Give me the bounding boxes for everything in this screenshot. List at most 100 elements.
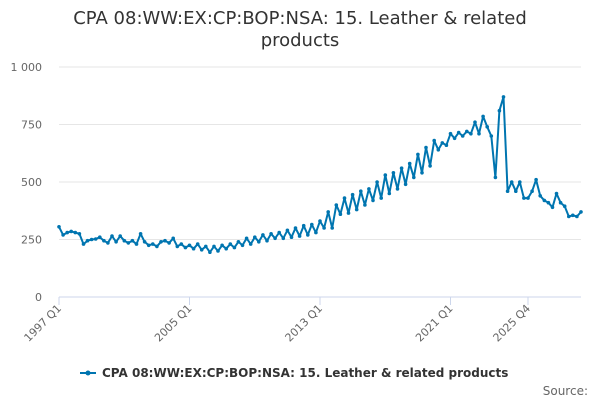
data-point[interactable] [538,194,542,198]
data-point[interactable] [334,203,339,207]
data-point[interactable] [199,248,204,252]
data-point[interactable] [497,108,502,113]
data-point[interactable] [253,235,257,239]
data-point[interactable] [403,182,408,187]
data-point[interactable] [310,222,314,227]
data-point[interactable] [575,214,579,219]
data-point[interactable] [522,196,526,200]
data-point[interactable] [489,134,494,138]
data-point[interactable] [363,203,367,207]
data-point[interactable] [391,171,396,175]
data-point[interactable] [167,241,171,245]
data-point[interactable] [359,189,363,193]
data-point[interactable] [530,189,534,193]
data-point[interactable] [505,189,510,193]
data-point[interactable] [436,148,441,152]
data-point[interactable] [469,131,473,136]
data-point[interactable] [85,238,90,243]
data-point[interactable] [175,244,180,249]
data-point[interactable] [126,241,131,245]
data-point[interactable] [509,180,514,184]
data-point[interactable] [448,131,453,136]
data-point[interactable] [301,223,306,228]
data-point[interactable] [110,234,114,238]
data-point[interactable] [277,230,282,235]
data-point[interactable] [228,242,233,246]
data-point[interactable] [444,143,449,147]
data-point[interactable] [350,192,355,197]
data-point[interactable] [558,200,563,205]
data-point[interactable] [481,114,485,119]
data-point[interactable] [346,211,351,215]
data-point[interactable] [412,175,416,180]
data-point[interactable] [81,242,86,246]
data-point[interactable] [579,210,583,214]
data-point[interactable] [220,243,224,248]
data-point[interactable] [155,244,159,249]
data-point[interactable] [432,138,437,143]
data-point[interactable] [318,219,322,223]
data-point[interactable] [130,238,135,243]
data-point[interactable] [375,180,379,184]
data-point[interactable] [122,238,127,243]
data-point[interactable] [212,244,216,249]
data-point[interactable] [98,235,102,239]
data-point[interactable] [106,241,110,245]
data-point[interactable] [477,131,481,136]
data-point[interactable] [232,245,237,250]
data-point[interactable] [171,236,175,241]
data-point[interactable] [420,171,424,175]
data-point[interactable] [191,246,196,251]
data-point[interactable] [546,200,551,205]
data-point[interactable] [208,250,212,254]
data-point[interactable] [163,238,167,243]
data-point[interactable] [273,236,277,241]
data-point[interactable] [65,230,69,235]
data-point[interactable] [473,120,477,124]
data-point[interactable] [281,236,286,241]
data-point[interactable] [542,198,547,203]
data-point[interactable] [265,238,269,243]
data-point[interactable] [314,230,318,235]
data-point[interactable] [330,226,335,230]
data-point[interactable] [204,244,208,249]
data-point[interactable] [102,238,106,243]
data-point[interactable] [57,225,61,229]
data-point[interactable] [138,232,143,236]
data-point[interactable] [285,228,290,233]
data-point[interactable] [289,235,294,239]
data-point[interactable] [118,234,122,238]
data-point[interactable] [554,191,559,196]
legend[interactable]: CPA 08:WW:EX:CP:BOP:NSA: 15. Leather & r… [80,366,508,380]
data-point[interactable] [114,240,118,244]
data-point[interactable] [456,130,461,135]
data-point[interactable] [501,95,506,99]
data-point[interactable] [93,237,98,241]
data-point[interactable] [518,180,522,184]
data-point[interactable] [399,166,404,170]
data-point[interactable] [407,161,412,166]
data-point[interactable] [416,152,420,157]
data-point[interactable] [379,196,384,200]
data-point[interactable] [452,136,457,141]
data-point[interactable] [571,213,575,218]
data-point[interactable] [216,249,220,253]
data-point[interactable] [383,173,388,177]
data-point[interactable] [269,232,273,236]
data-point[interactable] [460,134,465,138]
data-point[interactable] [224,246,228,251]
data-point[interactable] [159,240,163,244]
data-point[interactable] [77,232,82,236]
data-point[interactable] [183,245,188,250]
data-point[interactable] [244,236,249,241]
data-point[interactable] [514,189,518,193]
data-point[interactable] [562,204,567,208]
data-point[interactable] [179,242,184,246]
data-point[interactable] [440,141,445,145]
data-point[interactable] [306,233,310,237]
data-point[interactable] [534,177,538,182]
data-point[interactable] [485,125,490,129]
data-point[interactable] [61,233,65,237]
data-point[interactable] [89,237,94,242]
data-point[interactable] [322,226,326,230]
